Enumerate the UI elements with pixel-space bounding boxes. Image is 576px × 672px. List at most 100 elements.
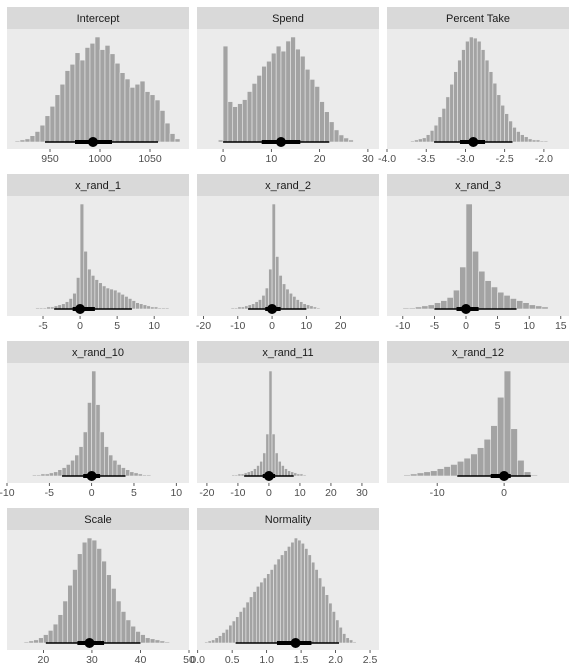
bar [49, 472, 54, 477]
bar [87, 268, 92, 310]
median-point [290, 638, 301, 648]
x-tick-label: 2.5 [363, 654, 378, 666]
bar [508, 120, 513, 143]
bar [227, 101, 234, 143]
bar [114, 62, 121, 143]
x-tick-label: 20 [335, 320, 347, 332]
bar [254, 301, 259, 310]
bar [79, 59, 86, 143]
bar [67, 584, 73, 644]
bar [490, 425, 498, 477]
bar [54, 94, 61, 143]
x-tick-label: 10 [170, 487, 182, 499]
bar [477, 447, 485, 477]
bar [169, 133, 176, 143]
x-tick-label: 0.0 [190, 654, 205, 666]
bar [446, 297, 454, 310]
bar [33, 639, 39, 644]
bar [441, 108, 447, 143]
strip [387, 341, 569, 363]
x-tick-label: 5 [114, 320, 120, 332]
bar [44, 473, 50, 477]
bar [269, 569, 274, 644]
bar [306, 304, 311, 310]
bar [89, 42, 96, 143]
bar [328, 602, 333, 644]
bar [293, 537, 298, 644]
bar [309, 79, 316, 143]
bar [415, 306, 423, 310]
bar [253, 468, 257, 477]
x-tick-label: 30 [86, 654, 98, 666]
panel-title: Normality [265, 514, 312, 526]
bar [164, 122, 171, 143]
bar [331, 611, 336, 644]
x-tick-label: -3.0 [456, 153, 474, 165]
bar [256, 75, 262, 143]
bar [539, 140, 545, 143]
x-tick-label: 10 [266, 153, 278, 165]
bar [237, 103, 243, 143]
bar [348, 139, 354, 143]
bar [234, 307, 239, 310]
bar [338, 134, 345, 143]
bar [91, 539, 98, 644]
bar [268, 268, 273, 310]
strip [197, 7, 379, 29]
bar [98, 282, 103, 310]
bar [531, 139, 537, 143]
bar [543, 140, 549, 143]
bar [249, 596, 254, 644]
bar [129, 471, 135, 477]
panel-title: Spend [272, 13, 304, 25]
bar [437, 116, 443, 143]
bar [164, 307, 170, 310]
bar [222, 45, 229, 143]
bar [504, 113, 509, 143]
bar [135, 631, 141, 644]
panel-title: x_rand_3 [455, 180, 501, 192]
bar [328, 121, 335, 143]
bar [296, 473, 301, 477]
bar [530, 474, 538, 477]
bar [24, 138, 31, 143]
bar [403, 474, 411, 477]
x-tick-label: -2.0 [535, 153, 553, 165]
x-tick-label: 0.5 [225, 654, 240, 666]
x-tick-label: 1.0 [259, 654, 274, 666]
bar [28, 640, 34, 644]
bar [523, 136, 529, 143]
x-tick-label: -5 [38, 320, 47, 332]
bar [496, 94, 502, 143]
bar [476, 40, 482, 143]
x-tick-label: -20 [199, 487, 214, 499]
bar [280, 50, 287, 143]
bar [120, 611, 127, 644]
bar [139, 80, 146, 143]
bar [91, 370, 97, 477]
panel [197, 363, 379, 483]
bar [211, 639, 216, 644]
strip [7, 174, 189, 196]
x-tick-label: 20 [325, 487, 337, 499]
x-tick-label: -4.0 [378, 153, 396, 165]
x-tick-label: 1050 [138, 153, 162, 165]
bar [258, 299, 263, 310]
bar [90, 275, 96, 310]
bar [443, 466, 451, 477]
bar [295, 299, 300, 310]
strip [7, 508, 189, 530]
bar [259, 460, 264, 477]
bar [244, 305, 249, 310]
bar [142, 474, 147, 477]
x-tick-label: 10 [523, 320, 535, 332]
x-tick-label: 0 [89, 487, 95, 499]
bar [120, 467, 126, 477]
bar [408, 307, 416, 310]
panel-title: x_rand_11 [262, 347, 313, 359]
bar [246, 91, 253, 143]
bar [153, 306, 159, 310]
bar [497, 396, 505, 477]
bar [333, 129, 340, 143]
bar [50, 306, 55, 310]
